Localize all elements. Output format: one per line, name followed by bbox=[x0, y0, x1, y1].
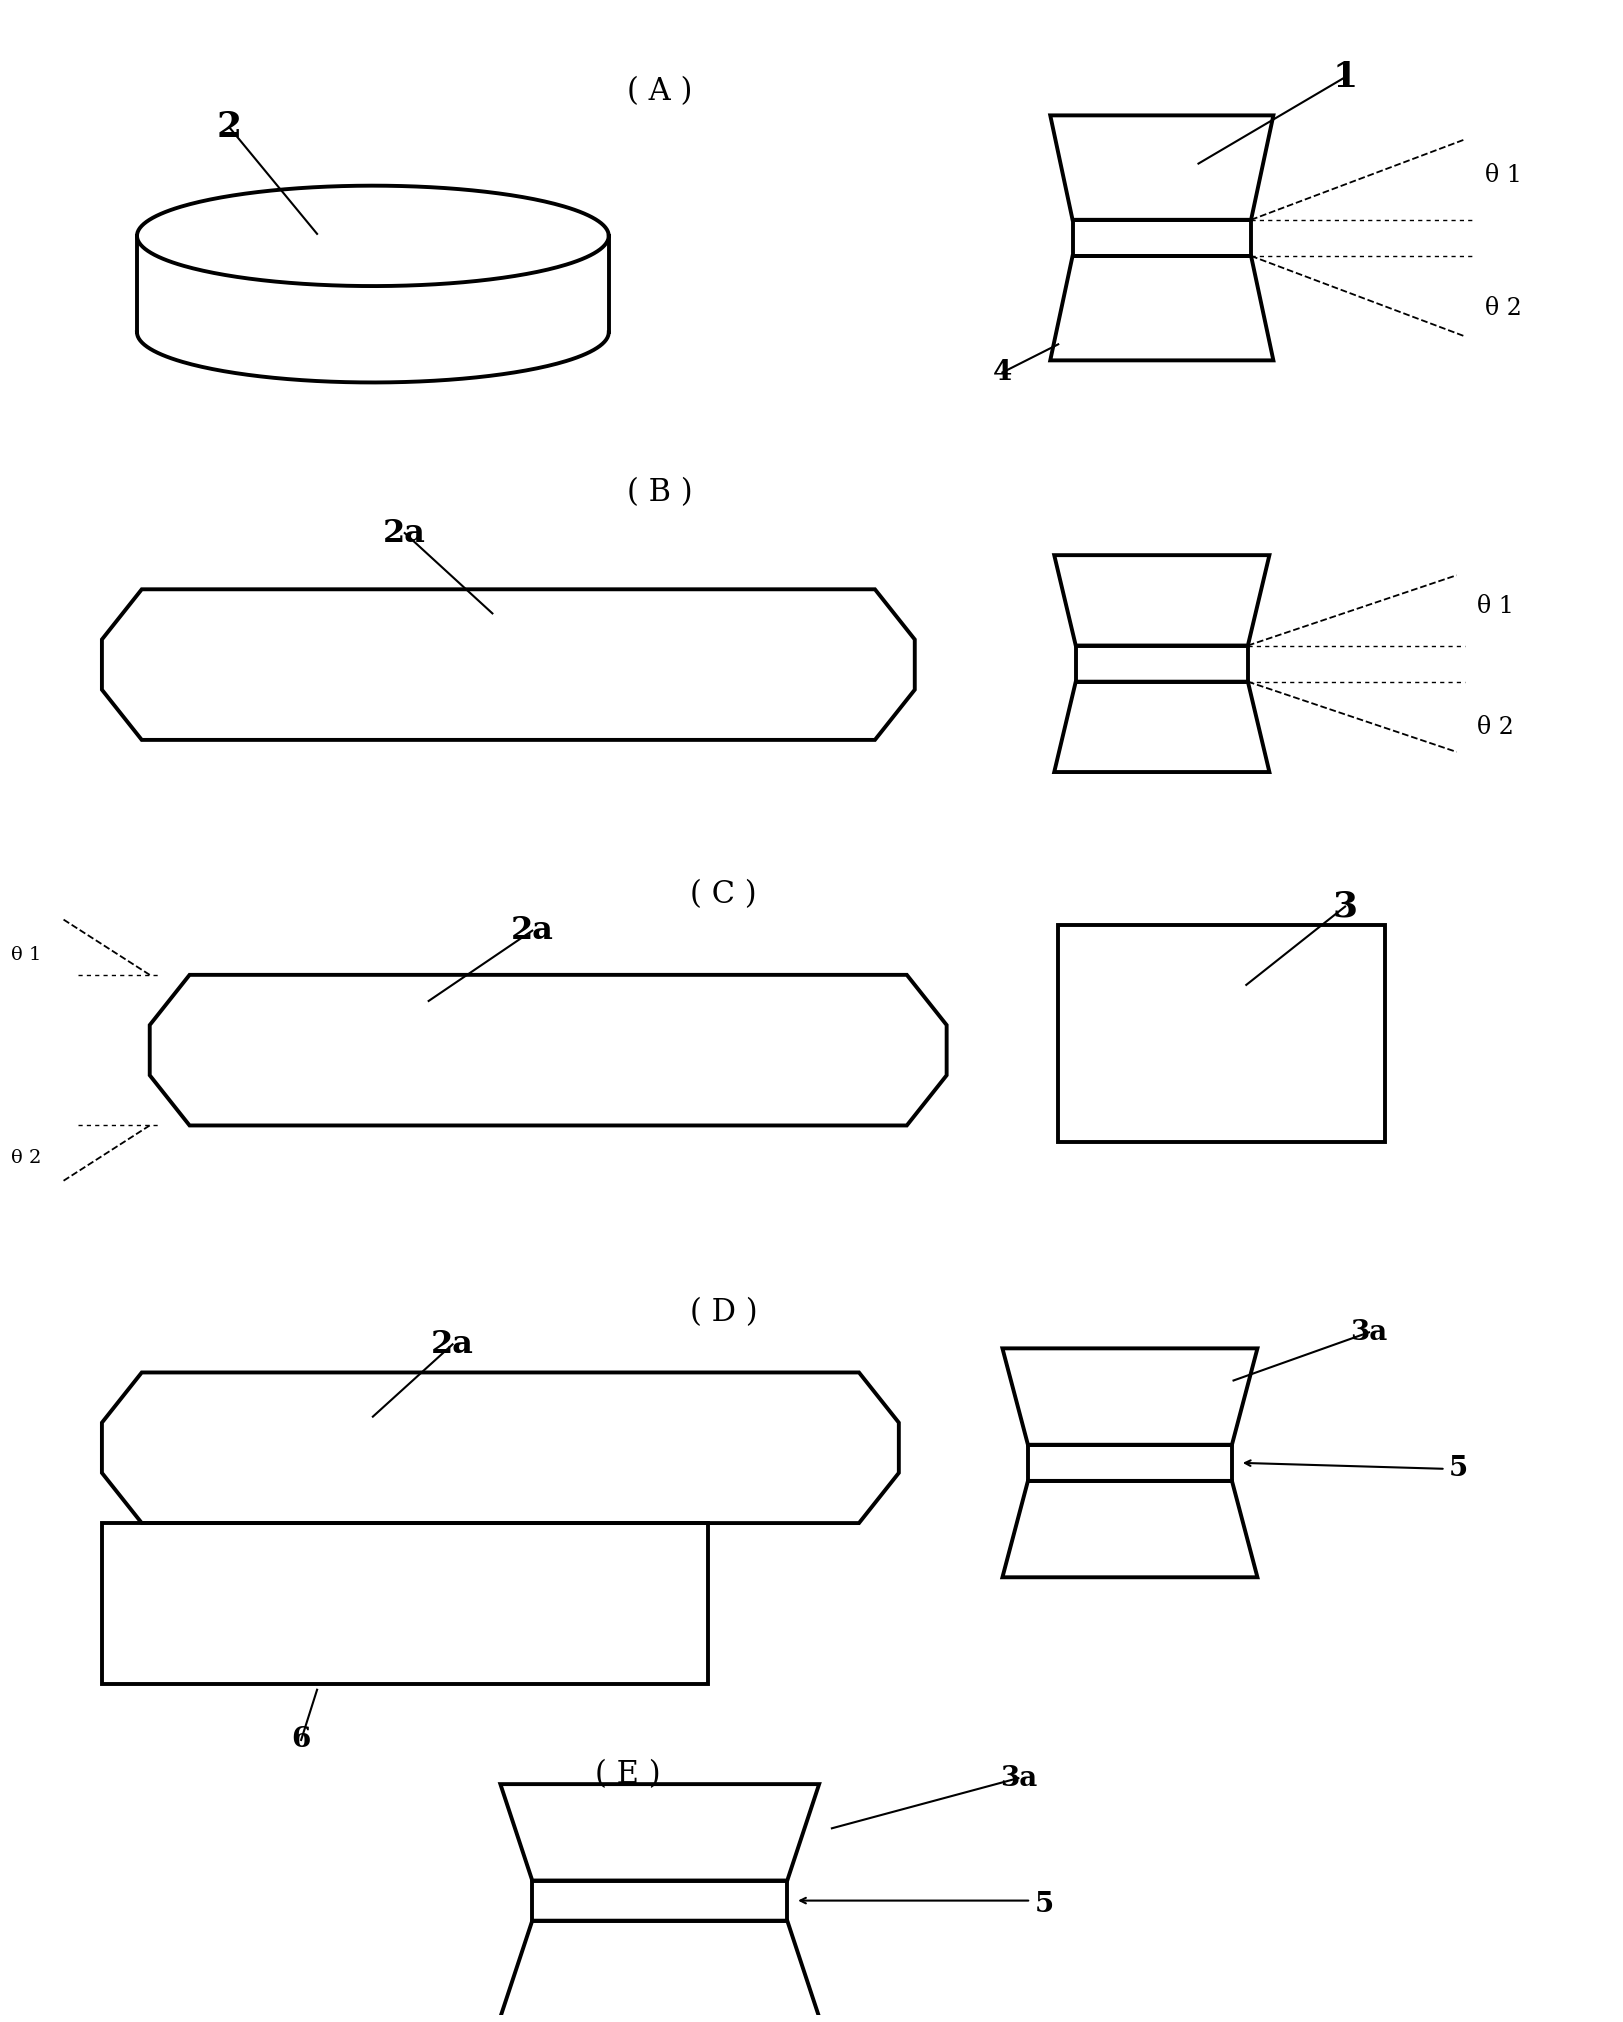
Text: θ 2: θ 2 bbox=[1477, 716, 1514, 738]
Text: ( B ): ( B ) bbox=[626, 477, 693, 508]
Text: 2: 2 bbox=[217, 111, 242, 144]
Text: ( C ): ( C ) bbox=[690, 880, 756, 910]
Text: θ 2: θ 2 bbox=[11, 1148, 41, 1167]
Text: θ 1: θ 1 bbox=[1477, 594, 1514, 619]
Text: ( E ): ( E ) bbox=[596, 1759, 661, 1789]
Text: 3a: 3a bbox=[1350, 1318, 1388, 1347]
Text: 3: 3 bbox=[1332, 890, 1358, 924]
Text: 4: 4 bbox=[993, 360, 1013, 386]
Text: 2a: 2a bbox=[511, 916, 553, 946]
Text: θ 2: θ 2 bbox=[1485, 297, 1522, 319]
Text: ( A ): ( A ) bbox=[626, 75, 693, 107]
Text: 6: 6 bbox=[292, 1727, 312, 1753]
Text: 3a: 3a bbox=[1000, 1765, 1037, 1791]
Text: 1: 1 bbox=[1332, 61, 1358, 95]
Text: θ 1: θ 1 bbox=[11, 946, 41, 964]
Text: θ 1: θ 1 bbox=[1485, 164, 1522, 188]
Text: ( D ): ( D ) bbox=[690, 1296, 758, 1328]
Text: 2a: 2a bbox=[432, 1328, 474, 1361]
Text: 2a: 2a bbox=[383, 518, 427, 548]
Text: 5: 5 bbox=[1034, 1891, 1053, 1919]
Text: 5: 5 bbox=[1449, 1456, 1467, 1482]
